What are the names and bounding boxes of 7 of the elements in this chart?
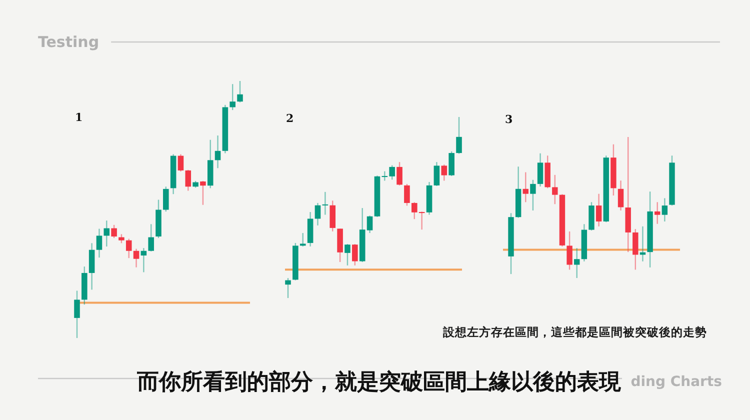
- text: 而你所看到的部分，就是突破區間上緣以後的表現: [136, 369, 622, 395]
- text: 設想左方存在區間，這些都是區間被突破後的走勢: [442, 325, 707, 339]
- text: 1: [75, 111, 83, 124]
- text: Testing: [38, 33, 100, 51]
- chart-title: 3: [505, 113, 513, 126]
- chart-title: 2: [286, 112, 294, 125]
- text: ding Charts: [630, 374, 722, 390]
